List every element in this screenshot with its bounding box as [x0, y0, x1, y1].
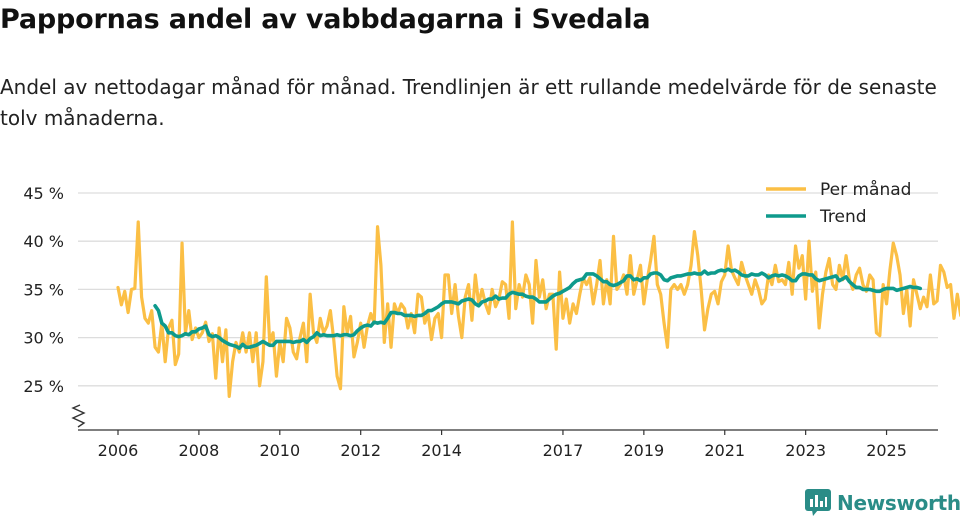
y-axis: 25 % 30 % 35 % 40 % 45 % [23, 184, 86, 428]
newsworthy-logo-icon [805, 489, 831, 516]
chart-title: Pappornas andel av vabbdagarna i Svedala [0, 4, 651, 35]
y-tick-label: 45 % [23, 184, 64, 203]
newsworthy-logo: Newsworthy [805, 489, 960, 517]
series-line-trend [153, 267, 923, 351]
legend-label: Trend [819, 207, 867, 227]
x-axis: 2006 2008 2010 2012 2014 2017 2019 2021 2023 2025 [78, 429, 938, 460]
x-tick-label: 2012 [340, 441, 381, 460]
y-tick-label: 40 % [23, 232, 64, 251]
legend: Per månad Trend [766, 179, 911, 227]
x-tick-label: 2019 [623, 441, 664, 460]
x-tick-label: 2006 [98, 441, 139, 460]
y-tick-label: 35 % [23, 280, 64, 299]
x-tick-label: 2010 [259, 441, 300, 460]
x-tick-label: 2008 [179, 441, 220, 460]
y-tick-label: 30 % [23, 329, 64, 348]
x-tick-label: 2023 [785, 441, 826, 460]
legend-label: Per månad [820, 179, 911, 200]
series-lines [116, 220, 960, 398]
x-tick-label: 2014 [421, 441, 462, 460]
x-tick-label: 2017 [543, 441, 584, 460]
y-tick-label: 25 % [23, 377, 64, 396]
line-chart: 25 % 30 % 35 % 40 % 45 % 2006 2008 2010 2012 201… [23, 179, 960, 460]
x-tick-label: 2021 [704, 441, 745, 460]
gridlines [78, 192, 938, 387]
newsworthy-logo-text: Newsworthy [837, 491, 960, 515]
x-tick-label: 2025 [866, 441, 907, 460]
series-line-per-manad [116, 220, 960, 398]
chart-subtitle: Andel av nettodagar månad för månad. Tre… [0, 75, 937, 130]
axis-break-mark [71, 404, 86, 428]
